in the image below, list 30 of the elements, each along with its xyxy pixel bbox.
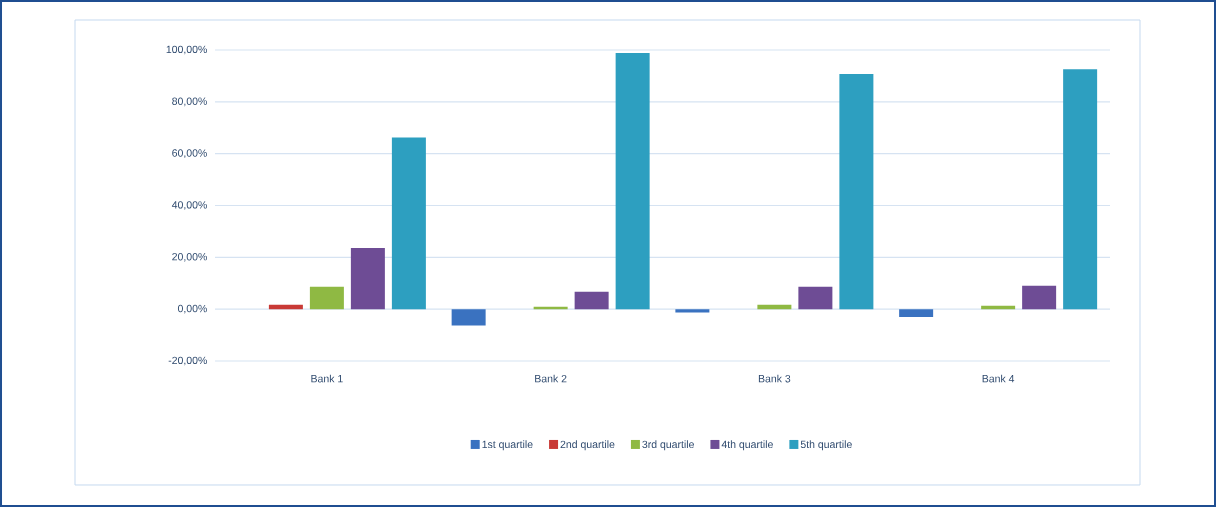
bar [451, 309, 486, 326]
bar [1063, 69, 1098, 310]
legend-label: 3rd quartile [642, 440, 694, 451]
y-tick-label: 0,00% [177, 304, 207, 314]
bar [757, 304, 792, 310]
x-tick-label: Bank 1 [311, 374, 343, 383]
bar [574, 291, 609, 310]
bar [839, 74, 874, 310]
y-tick-label: 40,00% [171, 201, 207, 210]
bar [675, 309, 710, 313]
legend-label: 5th quartile [800, 440, 852, 451]
x-tick-label: Bank 3 [758, 374, 791, 383]
bar [350, 247, 385, 310]
y-tick-label: 80,00% [172, 97, 207, 107]
bar [899, 309, 934, 317]
legend-label: 4th quartile [721, 440, 773, 451]
y-tick-label: 100,00% [166, 45, 207, 55]
y-tick-label: 20,00% [172, 252, 207, 262]
y-tick-label: -20,00% [168, 356, 207, 366]
x-tick-label: Bank 2 [535, 374, 567, 383]
bar [798, 286, 833, 310]
legend-label: 2nd quartile [560, 440, 615, 451]
x-tick-label: Bank 4 [982, 374, 1015, 383]
bar [615, 53, 650, 310]
y-tick-label: 60,00% [172, 149, 207, 158]
bar [391, 137, 426, 310]
bar [309, 286, 344, 310]
bar [268, 304, 303, 310]
legend-label: 1st quartile [482, 440, 533, 451]
bar [1022, 285, 1057, 310]
